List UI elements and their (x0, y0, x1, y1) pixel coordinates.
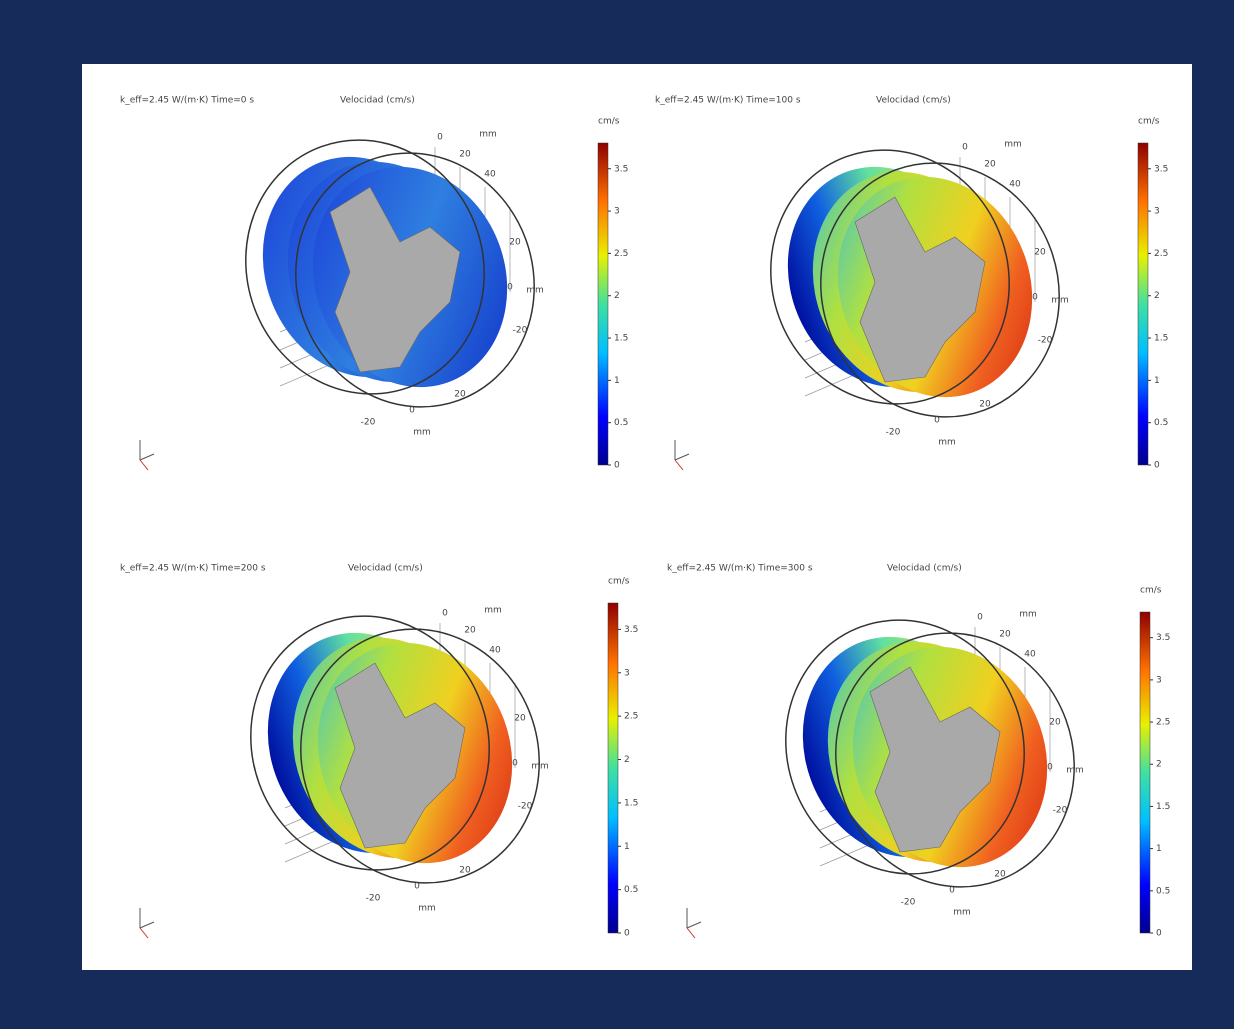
colorbar (598, 143, 608, 465)
colorbar-tick-label: 1.5 (1154, 334, 1168, 344)
colorbar-tick-label: 3 (1154, 207, 1160, 217)
colorbar-tick-label: 1 (624, 842, 630, 852)
axis-label: mm (938, 438, 956, 448)
axis-label: 0 (512, 759, 518, 769)
colorbar-tick-label: 0 (1154, 461, 1160, 471)
colorbar-tick-label: 0.5 (614, 418, 628, 428)
axis-label: 40 (484, 170, 496, 180)
page: k_eff=2.45 W/(m·K) Time=0 s Velocidad (cm… (0, 0, 1234, 1025)
colorbar-unit: cm/s (598, 117, 620, 127)
colorbar-unit: cm/s (1138, 117, 1160, 127)
quantity-label: Velocidad (cm/s) (348, 564, 423, 574)
colorbar-tick-label: 2.5 (1154, 249, 1168, 259)
axis-label: mm (418, 904, 436, 914)
colorbar-tick-label: 3.5 (1154, 164, 1168, 174)
colorbar-tick-label: 0.5 (624, 885, 638, 895)
colorbar-tick-label: 1 (1156, 844, 1162, 854)
axis-label: -20 (901, 898, 916, 908)
axis-label: 0 (414, 882, 420, 892)
axis-label: mm (526, 286, 544, 296)
panel-title: k_eff=2.45 W/(m·K) Time=300 s (667, 564, 813, 574)
axis-label: 20 (984, 160, 996, 170)
axis-label: mm (484, 606, 502, 616)
colorbar-tick-label: 0 (614, 461, 620, 471)
panel-title: k_eff=2.45 W/(m·K) Time=200 s (120, 564, 266, 574)
axis-label: 0 (949, 886, 955, 896)
axis-label: mm (1051, 296, 1069, 306)
colorbar-tick-label: 2.5 (624, 712, 638, 722)
axis-label: 0 (437, 133, 443, 143)
colorbar-tick-label: 3 (614, 207, 620, 217)
axis-label: 20 (514, 714, 526, 724)
colorbar-tick-label: 3 (1156, 675, 1162, 685)
axis-label: mm (413, 428, 431, 438)
axis-label: 20 (994, 870, 1006, 880)
axis-label: 0 (442, 609, 448, 619)
colorbar-tick-label: 0.5 (1156, 886, 1170, 896)
axis-label: mm (953, 908, 971, 918)
axis-label: -20 (1053, 806, 1068, 816)
axis-label: mm (1066, 766, 1084, 776)
colorbar-tick-label: 3.5 (624, 625, 638, 635)
axis-label: -20 (518, 802, 533, 812)
axis-label: mm (479, 130, 497, 140)
axis-label: 20 (459, 150, 471, 160)
colorbar-tick-label: 2.5 (1156, 718, 1170, 728)
colorbar-tick-label: 1 (614, 376, 620, 386)
axis-label: 20 (999, 630, 1011, 640)
colorbar-tick-label: 3.5 (614, 164, 628, 174)
colorbar-tick-label: 3.5 (1156, 633, 1170, 643)
axis-label: mm (1019, 610, 1037, 620)
axis-label: 20 (1049, 718, 1061, 728)
axis-label: 0 (1047, 763, 1053, 773)
axis-label: -20 (361, 418, 376, 428)
axis-label: 20 (454, 390, 466, 400)
axis-label: 40 (1009, 180, 1021, 190)
axis-label: 0 (977, 613, 983, 623)
colorbar-tick-label: 2 (614, 291, 620, 301)
colorbar (1140, 612, 1150, 933)
colorbar (608, 603, 618, 933)
colorbar-tick-label: 3 (624, 668, 630, 678)
panel-title: k_eff=2.45 W/(m·K) Time=100 s (655, 96, 801, 106)
colorbar-tick-label: 0 (1156, 929, 1162, 939)
colorbar-tick-label: 2 (1156, 760, 1162, 770)
colorbar-tick-label: 1.5 (1156, 802, 1170, 812)
axis-label: 20 (1034, 248, 1046, 258)
axis-label: 0 (962, 143, 968, 153)
colorbar-unit: cm/s (1140, 586, 1162, 596)
colorbar (1138, 143, 1148, 465)
axis-label: 20 (509, 238, 521, 248)
axis-label: 20 (979, 400, 991, 410)
quantity-label: Velocidad (cm/s) (876, 96, 951, 106)
axis-label: 40 (489, 646, 501, 656)
axis-label: 0 (409, 406, 415, 416)
panel-title: k_eff=2.45 W/(m·K) Time=0 s (120, 96, 254, 106)
quantity-label: Velocidad (cm/s) (887, 564, 962, 574)
axis-label: 20 (459, 866, 471, 876)
colorbar-tick-label: 1.5 (614, 334, 628, 344)
axis-label: -20 (366, 894, 381, 904)
axis-label: mm (1004, 140, 1022, 150)
colorbar-tick-label: 0 (624, 929, 630, 939)
axis-label: 0 (1032, 293, 1038, 303)
axis-label: mm (531, 762, 549, 772)
quantity-label: Velocidad (cm/s) (340, 96, 415, 106)
colorbar-unit: cm/s (608, 577, 630, 587)
axis-label: -20 (886, 428, 901, 438)
colorbar-tick-label: 2 (624, 755, 630, 765)
colorbar-tick-label: 1.5 (624, 798, 638, 808)
axis-label: 20 (464, 626, 476, 636)
axis-label: 0 (507, 283, 513, 293)
colorbar-tick-label: 0.5 (1154, 418, 1168, 428)
colorbar-tick-label: 2 (1154, 291, 1160, 301)
axis-label: -20 (1038, 336, 1053, 346)
figure: k_eff=2.45 W/(m·K) Time=0 s Velocidad (cm… (0, 0, 1234, 1025)
colorbar-tick-label: 1 (1154, 376, 1160, 386)
colorbar-tick-label: 2.5 (614, 249, 628, 259)
axis-label: 40 (1024, 650, 1036, 660)
axis-label: 0 (934, 416, 940, 426)
axis-label: -20 (513, 326, 528, 336)
